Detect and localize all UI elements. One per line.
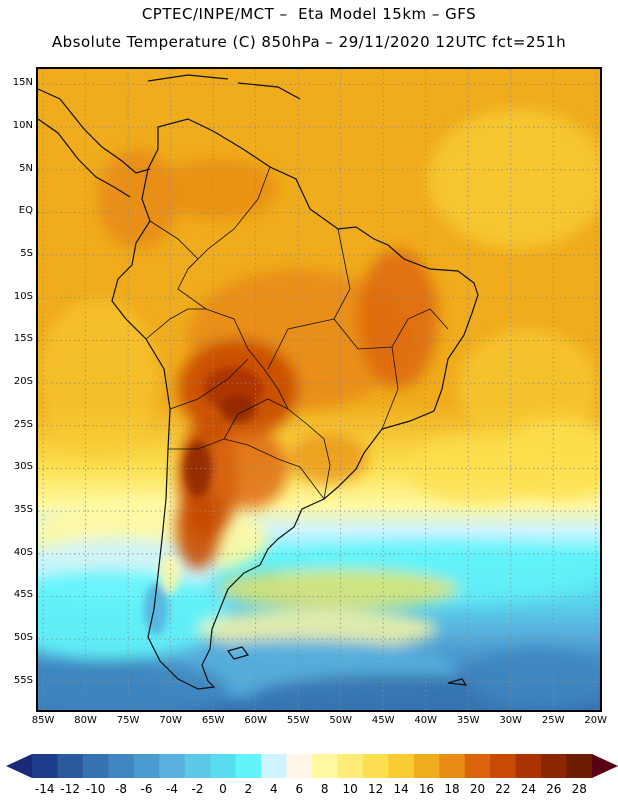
- map-title-line-2: Absolute Temperature (C) 850hPa – 29/11/…: [51, 33, 567, 51]
- latitude-label: 25S: [13, 418, 33, 430]
- falkland-islands: [226, 646, 250, 660]
- colorbar-label: 18: [444, 782, 460, 796]
- colorbar-segment: [312, 754, 338, 778]
- longitude-label: 35W: [456, 715, 480, 726]
- colorbar-segment: [82, 754, 109, 778]
- map-canvas: [38, 69, 600, 710]
- temperature-map[interactable]: [36, 67, 602, 712]
- colorbar-label: 10: [342, 782, 358, 796]
- map-title-line-1: CPTEC/INPE/MCT – Eta Model 15km – GFS: [141, 5, 477, 23]
- colorbar-high-arrow: [592, 754, 618, 778]
- colorbar-label: 28: [571, 782, 587, 796]
- colorbar-label: 22: [495, 782, 511, 796]
- colorbar-segment: [413, 754, 440, 778]
- longitude-label: 80W: [74, 715, 97, 726]
- longitude-label: 20W: [584, 715, 608, 726]
- colorbar-label: -2: [191, 782, 204, 796]
- longitude-label: 40W: [414, 715, 438, 726]
- latitude-label: 5S: [20, 248, 33, 260]
- colorbar-segment: [439, 754, 466, 778]
- latitude-label: 45S: [13, 589, 33, 601]
- latitude-label: EQ: [18, 205, 33, 217]
- colorbar-label: -14: [34, 782, 55, 796]
- colorbar-label: -10: [85, 782, 106, 796]
- latitude-label: 55S: [13, 674, 33, 686]
- latitude-label: 15S: [13, 333, 33, 345]
- temperature-colorbar: [6, 754, 618, 778]
- central-america-coastline: [38, 88, 151, 198]
- latitude-label: 40S: [13, 546, 33, 558]
- colorbar-label: 0: [219, 782, 227, 796]
- latitude-label: 30S: [13, 461, 33, 473]
- colorbar-label: 26: [546, 782, 562, 796]
- latitude-label: 10N: [12, 120, 33, 132]
- andes-cool-strip: [144, 554, 180, 635]
- colorbar-segment: [235, 754, 262, 778]
- colorbar-segment: [286, 754, 313, 778]
- colorbar-label: -12: [60, 782, 80, 796]
- colorbar-segment: [464, 754, 491, 778]
- colorbar-segment: [337, 754, 364, 778]
- border-paraguay: [223, 398, 289, 440]
- longitude-label: 50W: [329, 715, 352, 726]
- longitude-label: 55W: [286, 715, 310, 726]
- colorbar-segment: [541, 754, 568, 778]
- longitude-label: 30W: [499, 715, 523, 726]
- colorbar-segment: [32, 754, 58, 778]
- colorbar-segment: [210, 754, 237, 778]
- longitude-label: 85W: [31, 715, 55, 726]
- colorbar-segment: [261, 754, 288, 778]
- colorbar-label: 12: [367, 782, 384, 796]
- graticule: [38, 69, 600, 710]
- south-america-coastline: [111, 118, 479, 690]
- colorbar-label: -4: [166, 782, 178, 796]
- coastlines: [38, 74, 479, 690]
- latitude-label: 15N: [12, 77, 33, 89]
- longitude-label: 60W: [244, 715, 267, 726]
- colorbar-label: 8: [320, 782, 329, 796]
- colorbar-label: 2: [244, 782, 253, 796]
- longitude-label: 25W: [541, 715, 565, 726]
- colorbar-segment: [159, 754, 186, 778]
- longitude-label: 70W: [159, 715, 182, 726]
- colorbar-segment: [566, 754, 593, 778]
- colorbar-segment: [388, 754, 415, 778]
- colorbar-segment: [515, 754, 542, 778]
- latitude-label: 10S: [13, 290, 33, 302]
- longitude-label: 45W: [371, 715, 395, 726]
- colorbar-segments: [32, 754, 593, 778]
- colorbar-segment: [362, 754, 389, 778]
- south-georgia: [447, 678, 468, 686]
- colorbar-segment: [184, 754, 211, 778]
- colorbar-segment: [490, 754, 517, 778]
- brazil-states: [267, 228, 449, 430]
- country-borders: [145, 166, 449, 500]
- latitude-label: 50S: [13, 632, 33, 644]
- colorbar-segment: [133, 754, 160, 778]
- colorbar-label: -8: [115, 782, 128, 796]
- colorbar-segment: [57, 754, 84, 778]
- latitude-label: 5N: [19, 162, 33, 174]
- caribbean-islands: [147, 74, 301, 100]
- colorbar-label: 24: [520, 782, 536, 796]
- longitude-label: 65W: [201, 715, 225, 726]
- longitude-label: 75W: [116, 715, 140, 726]
- border-brazil-west: [177, 166, 331, 500]
- colorbar-label: 14: [393, 782, 409, 796]
- colorbar-label: -6: [140, 782, 153, 796]
- colorbar-label: 16: [418, 782, 435, 796]
- colorbar-low-arrow: [6, 754, 32, 778]
- border-andean: [145, 220, 249, 410]
- latitude-label: 35S: [13, 504, 33, 516]
- colorbar-label: 20: [469, 782, 486, 796]
- colorbar-label: 4: [269, 782, 278, 796]
- border-argentina: [168, 438, 325, 500]
- continent-hot-core: [184, 367, 263, 497]
- latitude-label: 20S: [13, 376, 33, 388]
- colorbar-label: 6: [295, 782, 304, 796]
- colorbar-segment: [108, 754, 135, 778]
